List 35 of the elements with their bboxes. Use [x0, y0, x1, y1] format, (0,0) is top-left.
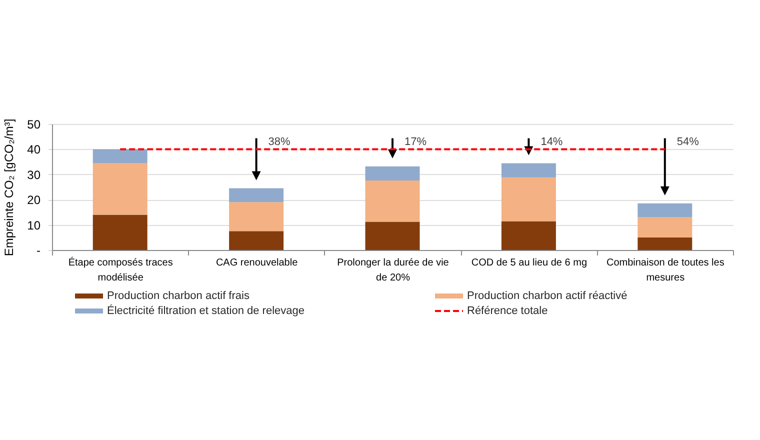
legend-label: Électricité filtration et station de relevage: [107, 304, 304, 317]
legend-label: Production charbon actif réactivé: [467, 290, 628, 302]
bar: [501, 177, 556, 222]
y-tick-label: 30: [27, 168, 41, 182]
bar: [365, 166, 420, 180]
annotation: 14%: [540, 136, 563, 148]
bar: [638, 203, 692, 218]
x-tick-label: CAG renouvelable: [216, 258, 298, 268]
x-tick-label: Combinaison de toutes les mesures: [606, 258, 724, 284]
legend-label: Référence totale: [467, 305, 548, 317]
bar: [229, 188, 284, 202]
x-tick-label: COD de 5 au lieu de 6 mg: [471, 258, 588, 268]
y-tick-label: 40: [27, 142, 41, 157]
bar: [92, 149, 148, 164]
annotation: 54%: [676, 136, 700, 148]
y-axis-title: Empreinte CO₂ [gCO₂/m³]: [2, 118, 16, 256]
bar: [365, 180, 420, 222]
x-tick-label: Prolonger la durée de vie de 20%: [337, 258, 450, 284]
annotation: 17%: [404, 136, 427, 148]
y-tick-label: -: [36, 244, 40, 258]
bar: [229, 202, 284, 232]
annotation: 38%: [268, 136, 291, 148]
bar: [229, 231, 284, 250]
bar: [501, 221, 556, 250]
y-tick-label: 10: [27, 218, 41, 232]
bar: [638, 237, 692, 250]
bar: [92, 163, 148, 215]
y-tick-label: 20: [27, 193, 41, 208]
y-tick-label: 50: [27, 118, 41, 132]
bar: [365, 222, 420, 250]
bar: [638, 217, 692, 238]
bar: [501, 163, 556, 178]
x-tick-label: Étape composés traces modélisée: [68, 256, 173, 284]
bar: [92, 214, 148, 250]
legend-label: Production charbon actif frais: [107, 290, 250, 302]
